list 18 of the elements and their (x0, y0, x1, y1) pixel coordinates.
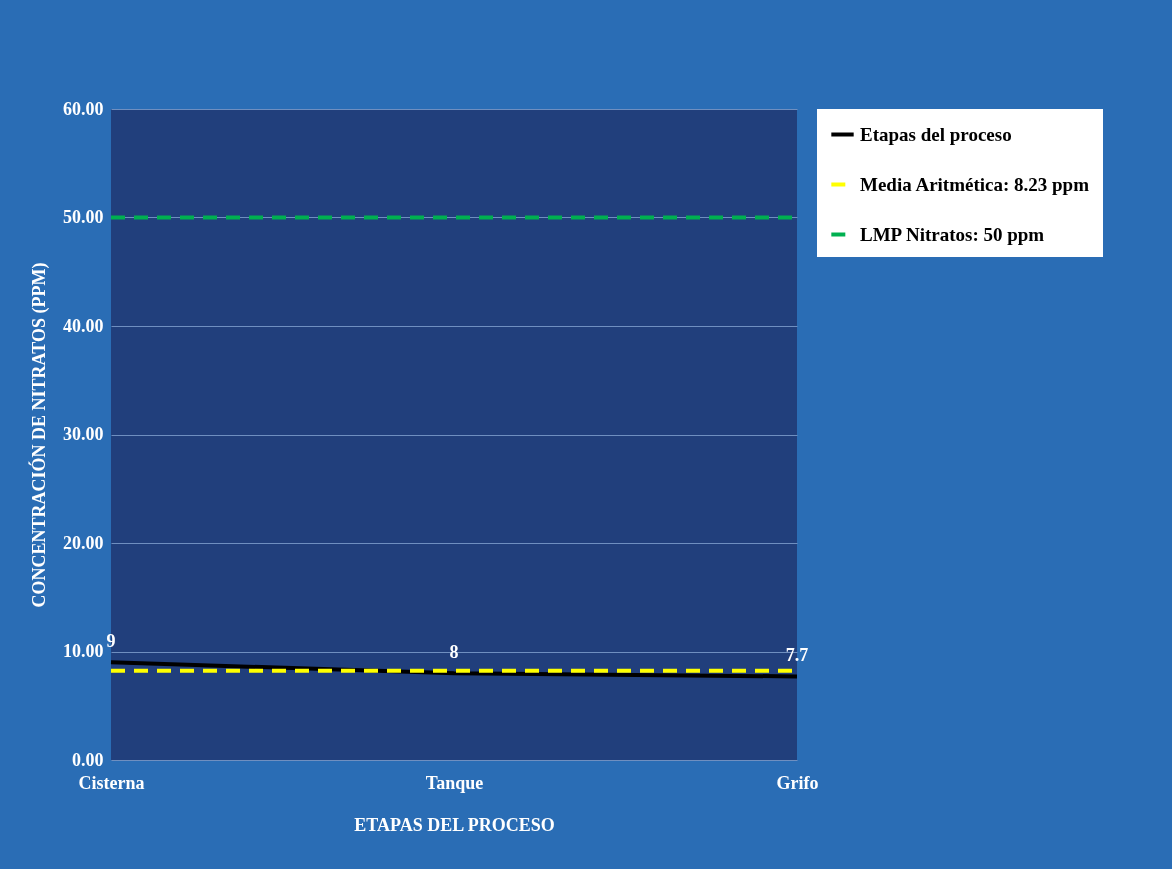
legend-label: Media Aritmética: 8.23 ppm (860, 173, 1090, 195)
y-tick-label: 10.00 (63, 641, 104, 661)
legend-label: LMP Nitratos: 50 ppm (860, 223, 1045, 245)
legend-label: Etapas del proceso (860, 123, 1012, 145)
y-tick-label: 40.00 (63, 315, 104, 336)
x-tick-label: Grifo (776, 772, 819, 793)
y-tick-label: 0.00 (72, 749, 104, 770)
data-label: 8 (449, 642, 459, 663)
y-axis-title: CONCENTRACIÓN DE NITRATOS (PPM) (28, 262, 50, 608)
y-tick-label: 30.00 (63, 424, 104, 444)
x-axis-title: ETAPAS DEL PROCESO (354, 814, 555, 835)
x-tick-label: Tanque (425, 772, 484, 793)
y-tick-label: 20.00 (63, 532, 104, 553)
data-label: 9 (106, 631, 116, 652)
y-tick-label: 60.00 (63, 98, 104, 119)
y-tick-label: 50.00 (63, 207, 104, 227)
data-label: 7.7 (785, 645, 809, 666)
x-tick-label: Cisterna (78, 772, 145, 793)
